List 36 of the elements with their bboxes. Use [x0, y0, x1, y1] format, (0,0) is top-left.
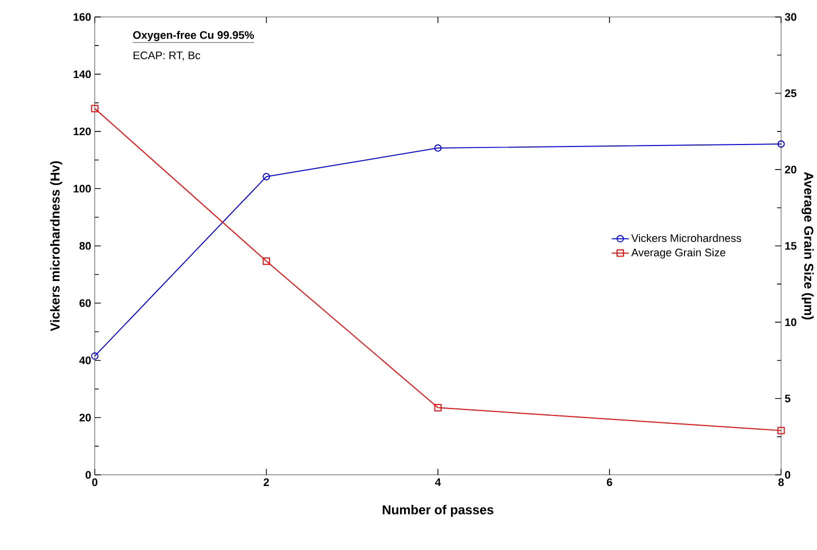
point — [434, 404, 442, 412]
point — [777, 140, 785, 148]
y2-tick-label: 25 — [784, 90, 796, 98]
legend-label: Vickers Microhardness — [631, 234, 742, 242]
x-axis-title: Number of passes — [382, 505, 494, 518]
y-tick-label: 40 — [79, 356, 91, 364]
x-tick-label: 6 — [606, 478, 612, 486]
y-tick-label: 80 — [79, 242, 91, 250]
point — [434, 144, 442, 152]
annotation: ECAP: RT, Bc — [134, 52, 200, 61]
y-tick-label: 160 — [74, 13, 91, 21]
x-tick-label: 8 — [778, 478, 784, 486]
y-tick-label: 0 — [86, 471, 91, 479]
point — [262, 258, 270, 265]
point — [262, 173, 270, 180]
y2-tick-label: 10 — [785, 318, 796, 326]
y2-tick-label: 15 — [785, 242, 796, 250]
x-tick-label: 4 — [435, 478, 441, 486]
y2-axis-title: Average Grain Size (µm) — [802, 172, 814, 320]
annotation: Oxygen-free Cu 99.95% — [133, 31, 254, 42]
y-tick-label: 20 — [79, 414, 91, 422]
y2-tick-label: 0 — [785, 471, 790, 479]
point — [91, 105, 98, 112]
y2-tick-label: 30 — [784, 13, 796, 22]
y-tick-label: 100 — [74, 184, 91, 193]
x-tick-label: 2 — [264, 478, 269, 486]
y2-tick-label: 20 — [784, 166, 796, 174]
y2-tick-label: 5 — [784, 394, 790, 402]
legend-label: Average Grain Size — [631, 248, 726, 259]
point — [777, 427, 785, 434]
point — [91, 352, 98, 360]
y-tick-label: 60 — [80, 299, 91, 308]
x-tick-label: 0 — [92, 478, 98, 486]
y-axis-title: Vickers microhardness (Hv) — [50, 161, 62, 332]
y-tick-label: 120 — [74, 128, 91, 136]
y-tick-label: 140 — [74, 70, 91, 78]
